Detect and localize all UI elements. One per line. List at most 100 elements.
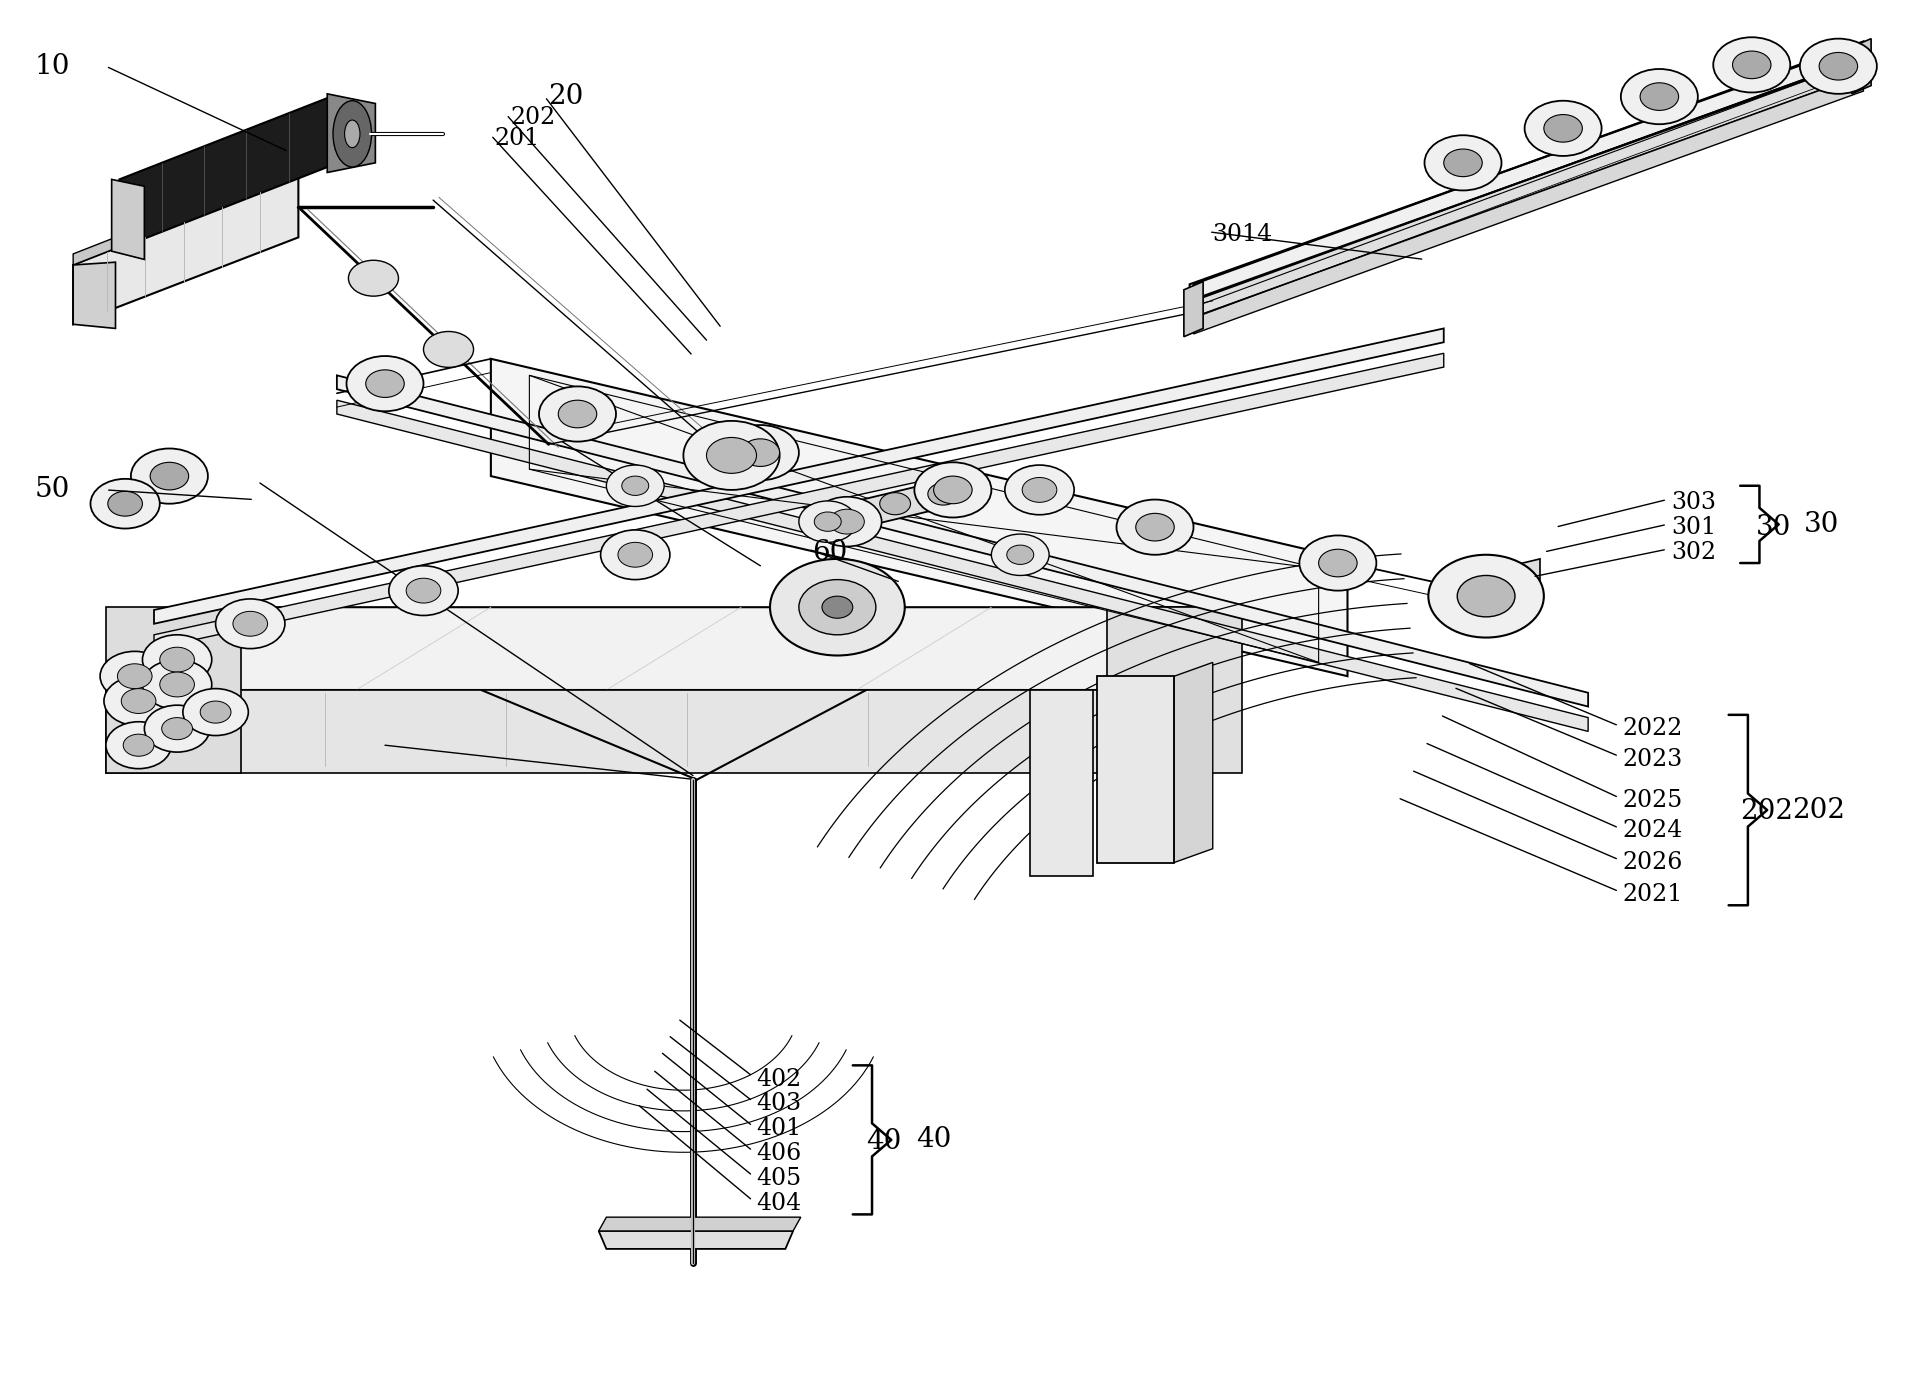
Circle shape bbox=[348, 261, 398, 297]
Circle shape bbox=[722, 425, 799, 480]
Circle shape bbox=[1525, 101, 1602, 156]
Ellipse shape bbox=[333, 101, 372, 167]
Circle shape bbox=[558, 400, 597, 428]
Circle shape bbox=[799, 501, 857, 542]
Text: 302: 302 bbox=[1671, 541, 1715, 563]
Circle shape bbox=[706, 437, 757, 473]
Polygon shape bbox=[337, 400, 1588, 731]
Text: 2025: 2025 bbox=[1623, 789, 1682, 811]
Polygon shape bbox=[862, 472, 978, 527]
Text: 202: 202 bbox=[510, 106, 556, 128]
Circle shape bbox=[142, 635, 212, 684]
Circle shape bbox=[131, 448, 208, 504]
Circle shape bbox=[1428, 555, 1544, 638]
Circle shape bbox=[233, 611, 268, 636]
Circle shape bbox=[346, 356, 424, 411]
Circle shape bbox=[928, 483, 959, 505]
Ellipse shape bbox=[345, 120, 360, 148]
Polygon shape bbox=[599, 1217, 801, 1231]
Text: 402: 402 bbox=[757, 1068, 803, 1090]
Text: 2024: 2024 bbox=[1623, 820, 1682, 842]
Text: 30: 30 bbox=[1756, 513, 1790, 541]
Polygon shape bbox=[1097, 676, 1174, 862]
Circle shape bbox=[144, 705, 210, 752]
Circle shape bbox=[216, 599, 285, 649]
Polygon shape bbox=[106, 690, 1107, 773]
Text: 3014: 3014 bbox=[1213, 224, 1272, 246]
Text: 202: 202 bbox=[1792, 796, 1846, 824]
Circle shape bbox=[1544, 115, 1582, 142]
Circle shape bbox=[90, 479, 160, 529]
Circle shape bbox=[683, 421, 780, 490]
Circle shape bbox=[1022, 477, 1057, 502]
Circle shape bbox=[1713, 37, 1790, 92]
Text: 406: 406 bbox=[757, 1143, 803, 1165]
Circle shape bbox=[618, 542, 653, 567]
Circle shape bbox=[622, 476, 649, 495]
Polygon shape bbox=[599, 1231, 793, 1249]
Polygon shape bbox=[337, 375, 1588, 707]
Circle shape bbox=[812, 497, 882, 546]
Polygon shape bbox=[119, 97, 331, 248]
Circle shape bbox=[200, 701, 231, 723]
Polygon shape bbox=[1194, 75, 1863, 334]
Circle shape bbox=[914, 462, 991, 518]
Text: 202: 202 bbox=[1740, 798, 1794, 825]
Circle shape bbox=[606, 465, 664, 506]
Polygon shape bbox=[1194, 58, 1863, 317]
Circle shape bbox=[880, 493, 911, 515]
Polygon shape bbox=[73, 262, 115, 328]
Polygon shape bbox=[106, 607, 1242, 690]
Circle shape bbox=[142, 660, 212, 709]
Circle shape bbox=[183, 689, 248, 736]
Polygon shape bbox=[1174, 662, 1213, 862]
Circle shape bbox=[1819, 52, 1858, 80]
Text: 50: 50 bbox=[35, 476, 69, 504]
Polygon shape bbox=[112, 179, 144, 259]
Text: 60: 60 bbox=[812, 538, 847, 566]
Circle shape bbox=[741, 439, 780, 466]
Text: 2026: 2026 bbox=[1623, 851, 1682, 874]
Polygon shape bbox=[1453, 559, 1540, 628]
Circle shape bbox=[539, 386, 616, 442]
Circle shape bbox=[814, 512, 841, 531]
Circle shape bbox=[770, 559, 905, 656]
Circle shape bbox=[160, 647, 194, 672]
Text: 40: 40 bbox=[866, 1127, 901, 1155]
Text: 20: 20 bbox=[549, 83, 583, 110]
Polygon shape bbox=[154, 328, 1444, 624]
Circle shape bbox=[160, 672, 194, 697]
Text: 301: 301 bbox=[1671, 516, 1715, 538]
Circle shape bbox=[162, 718, 193, 740]
Circle shape bbox=[1116, 500, 1194, 555]
Circle shape bbox=[104, 676, 173, 726]
Polygon shape bbox=[73, 177, 298, 324]
Circle shape bbox=[1732, 51, 1771, 79]
Circle shape bbox=[424, 331, 474, 367]
Circle shape bbox=[150, 462, 189, 490]
Text: 404: 404 bbox=[757, 1192, 803, 1214]
Polygon shape bbox=[1030, 690, 1093, 876]
Text: 201: 201 bbox=[495, 127, 541, 149]
Circle shape bbox=[601, 530, 670, 580]
Circle shape bbox=[366, 370, 404, 397]
Circle shape bbox=[1457, 575, 1515, 617]
Polygon shape bbox=[327, 94, 375, 172]
Circle shape bbox=[1136, 513, 1174, 541]
Text: 2022: 2022 bbox=[1623, 718, 1682, 740]
Text: 2021: 2021 bbox=[1623, 883, 1682, 905]
Circle shape bbox=[106, 722, 171, 769]
Circle shape bbox=[1621, 69, 1698, 124]
Circle shape bbox=[121, 689, 156, 713]
Circle shape bbox=[1444, 149, 1482, 177]
Polygon shape bbox=[491, 359, 1348, 676]
Text: 405: 405 bbox=[757, 1167, 801, 1190]
Circle shape bbox=[934, 476, 972, 504]
Polygon shape bbox=[1194, 41, 1863, 301]
Polygon shape bbox=[1107, 607, 1242, 773]
Circle shape bbox=[1007, 545, 1034, 564]
Polygon shape bbox=[1852, 39, 1871, 94]
Circle shape bbox=[123, 734, 154, 756]
Circle shape bbox=[406, 578, 441, 603]
Circle shape bbox=[830, 509, 864, 534]
